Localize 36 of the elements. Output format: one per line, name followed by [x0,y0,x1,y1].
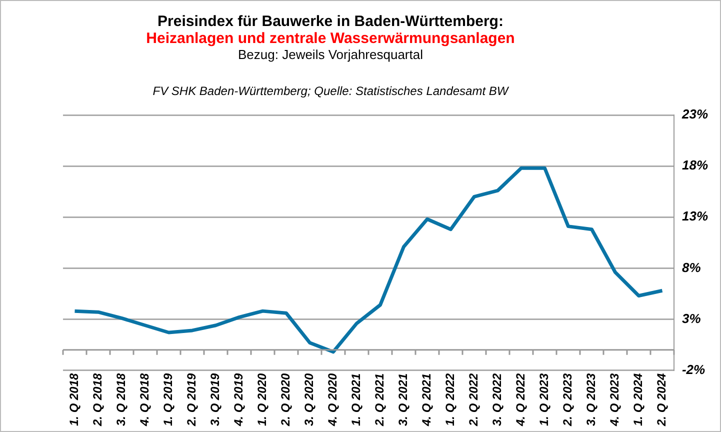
x-tick-label: 4. Q 2021 [420,372,434,428]
x-tick-label: 4. Q 2019 [232,372,246,428]
y-tick-label: 13% [682,208,708,224]
chart-title: Preisindex für Bauwerke in Baden-Württemberg: [156,13,504,30]
x-tick-label: 2. Q 2024 [654,372,669,428]
x-tick-label: 3. Q 2022 [490,372,504,426]
x-tick-label: 2. Q 2023 [560,372,575,428]
x-tick-label: 4. Q 2020 [326,372,340,428]
x-tick-label: 3. Q 2019 [208,372,222,426]
chart-subtitle: Heizanlagen und zentrale Wasserwärmungsanlagen [145,30,516,47]
x-tick-label: 1. Q 2020 [255,372,270,426]
x-tick-label: 2. Q 2019 [184,372,199,428]
x-tick-label: 2. Q 2021 [372,372,387,428]
x-tick-label: 4. Q 2022 [514,372,528,428]
x-tick-label: 4. Q 2018 [138,372,152,428]
x-tick-label: 2. Q 2020 [278,372,293,428]
x-tick-label: 1. Q 2018 [67,372,82,426]
x-tick-label: 1. Q 2019 [161,372,176,426]
x-tick-label: 2. Q 2018 [90,372,105,428]
x-tick-label: 1. Q 2023 [537,372,552,426]
text: FV SHK Baden-Württemberg; Quelle: Statistisches Landesamt BW [152,84,510,98]
x-tick-label: 3. Q 2020 [302,372,316,426]
x-tick-label: 2. Q 2022 [466,372,481,428]
text: Bezug: Jeweils Vorjahresquartal [237,47,424,62]
x-tick-label: 1. Q 2022 [443,372,458,426]
y-tick-label: -2% [682,362,706,377]
y-tick-label: 8% [682,260,702,275]
x-tick-label: 1. Q 2024 [631,372,646,426]
x-tick-label: 3. Q 2021 [396,372,410,426]
x-tick-label: 3. Q 2018 [114,372,128,426]
x-tick-label: 3. Q 2023 [584,372,598,426]
y-tick-label: 3% [682,310,702,326]
x-tick-label: 4. Q 2023 [608,372,622,428]
y-tick-label: 23% [680,106,708,122]
x-tick-label: 1. Q 2021 [349,372,364,426]
y-tick-label: 18% [682,158,708,173]
